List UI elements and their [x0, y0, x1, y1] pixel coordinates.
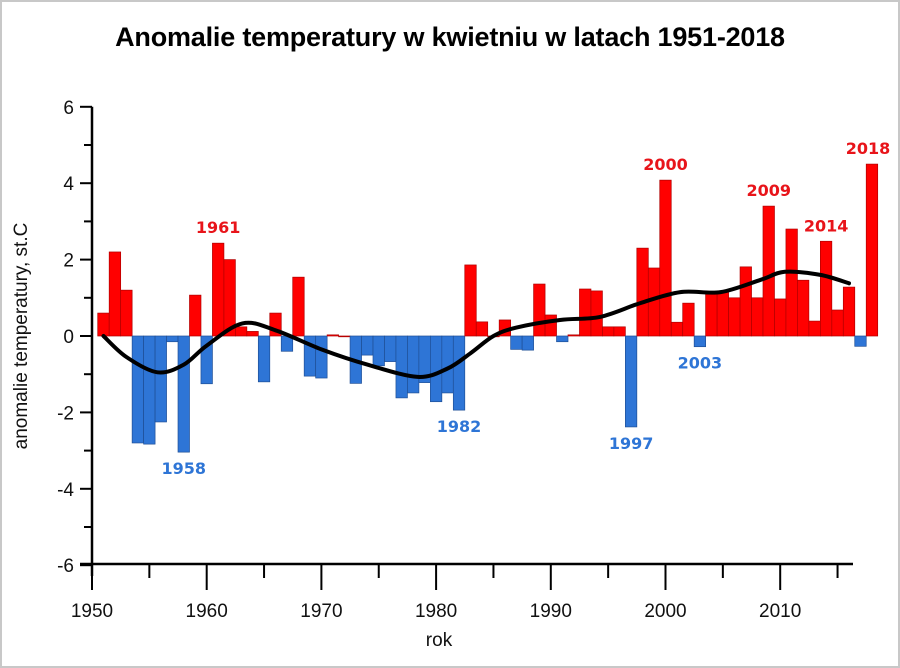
bar-1991: [556, 335, 569, 343]
annotations-group: 1958 1961 1982 1997 2000 2003 2009 2014 2018: [161, 139, 890, 478]
bar-1987: [510, 335, 523, 350]
bar-1960: [200, 335, 213, 385]
bar-1977: [395, 335, 408, 399]
annotation-1958: 1958: [161, 459, 206, 478]
bar-1957: [166, 335, 179, 343]
annotation-2014: 2014: [804, 216, 849, 235]
y-tick-label: -4: [57, 480, 74, 501]
annotation-1982: 1982: [437, 417, 482, 436]
axes-group: -6 -4 -2 0 2 4 6 1950 1960 1970 1980 1990 2000 2010: [57, 98, 853, 622]
bar-1963: [235, 326, 248, 337]
bar-1992: [567, 334, 580, 337]
bar-1993: [579, 288, 592, 337]
bar-1953: [120, 289, 133, 337]
bars-group: [97, 163, 879, 453]
bar-1951: [97, 312, 110, 337]
annotation-2003: 2003: [678, 354, 723, 373]
bar-1972: [338, 335, 351, 338]
bar-2009: [762, 205, 775, 337]
x-tick-label: 1980: [415, 601, 457, 622]
bar-1990: [544, 314, 557, 337]
bar-2016: [842, 286, 856, 337]
bar-1995: [602, 326, 615, 337]
bar-2010: [774, 298, 787, 337]
x-tick-label: 1950: [71, 601, 113, 622]
x-tick-label: 2010: [759, 601, 801, 622]
bar-1989: [533, 283, 546, 337]
trend-line: [101, 269, 851, 379]
y-tick-label: 4: [63, 174, 74, 195]
bar-2017: [854, 335, 867, 347]
y-tick-label: 6: [63, 98, 74, 119]
y-tick-label: -2: [57, 403, 74, 424]
bar-2001: [670, 321, 684, 337]
bar-2013: [808, 320, 821, 337]
annotation-2018: 2018: [846, 139, 891, 158]
bar-1962: [223, 259, 236, 337]
bar-1964: [246, 331, 259, 337]
chart-title: Anomalie temperatury w kwietniu w latach…: [115, 22, 785, 52]
y-tick-label: -6: [57, 556, 74, 577]
bar-2007: [739, 266, 752, 337]
bar-2003: [693, 335, 706, 348]
bar-1956: [154, 335, 167, 423]
bar-1996: [613, 326, 626, 337]
annotation-1997: 1997: [609, 434, 654, 453]
x-tick-label: 1960: [186, 601, 228, 622]
y-tick-label: 2: [63, 251, 74, 272]
bar-1954: [131, 335, 144, 444]
bar-1984: [475, 321, 489, 337]
bar-2008: [751, 297, 764, 337]
bar-1966: [269, 312, 282, 337]
bar-1970: [315, 335, 328, 379]
y-axis-title: anomalie temperatury, st.C: [11, 223, 32, 450]
bar-1952: [108, 251, 122, 337]
bar-2012: [797, 279, 810, 337]
trend-group: [101, 269, 851, 379]
x-tick-label: 2000: [644, 601, 686, 622]
bar-2014: [819, 240, 833, 337]
annotation-1961: 1961: [196, 218, 241, 237]
bar-1978: [407, 335, 420, 394]
bar-1994: [590, 290, 603, 337]
bar-1976: [384, 335, 397, 362]
bar-2015: [831, 309, 844, 337]
bar-1988: [521, 335, 534, 351]
x-axis-title: rok: [426, 630, 453, 651]
x-tick-label: 1990: [530, 601, 572, 622]
bar-2005: [716, 290, 729, 337]
x-tick-label: 1970: [300, 601, 342, 622]
bar-1968: [292, 276, 305, 337]
annotation-2000: 2000: [643, 155, 688, 174]
bar-1965: [257, 335, 271, 383]
bar-1980: [430, 335, 443, 403]
bar-1958: [177, 335, 190, 453]
bar-2006: [728, 297, 741, 337]
bar-1998: [636, 247, 649, 337]
y-tick-label: 0: [63, 327, 74, 348]
bar-2004: [705, 292, 718, 337]
bar-2018: [865, 163, 879, 337]
bar-1974: [361, 335, 374, 356]
annotation-2009: 2009: [746, 181, 791, 200]
bar-1982: [452, 335, 466, 411]
bar-1997: [625, 335, 638, 428]
bar-1961: [212, 242, 225, 337]
bar-1971: [326, 334, 339, 337]
bar-2011: [785, 228, 798, 337]
bar-2000: [659, 179, 672, 337]
bar-1975: [372, 335, 385, 367]
bar-2002: [682, 302, 695, 337]
bar-1959: [189, 294, 202, 337]
bar-1983: [464, 264, 477, 337]
bar-1955: [143, 335, 156, 445]
